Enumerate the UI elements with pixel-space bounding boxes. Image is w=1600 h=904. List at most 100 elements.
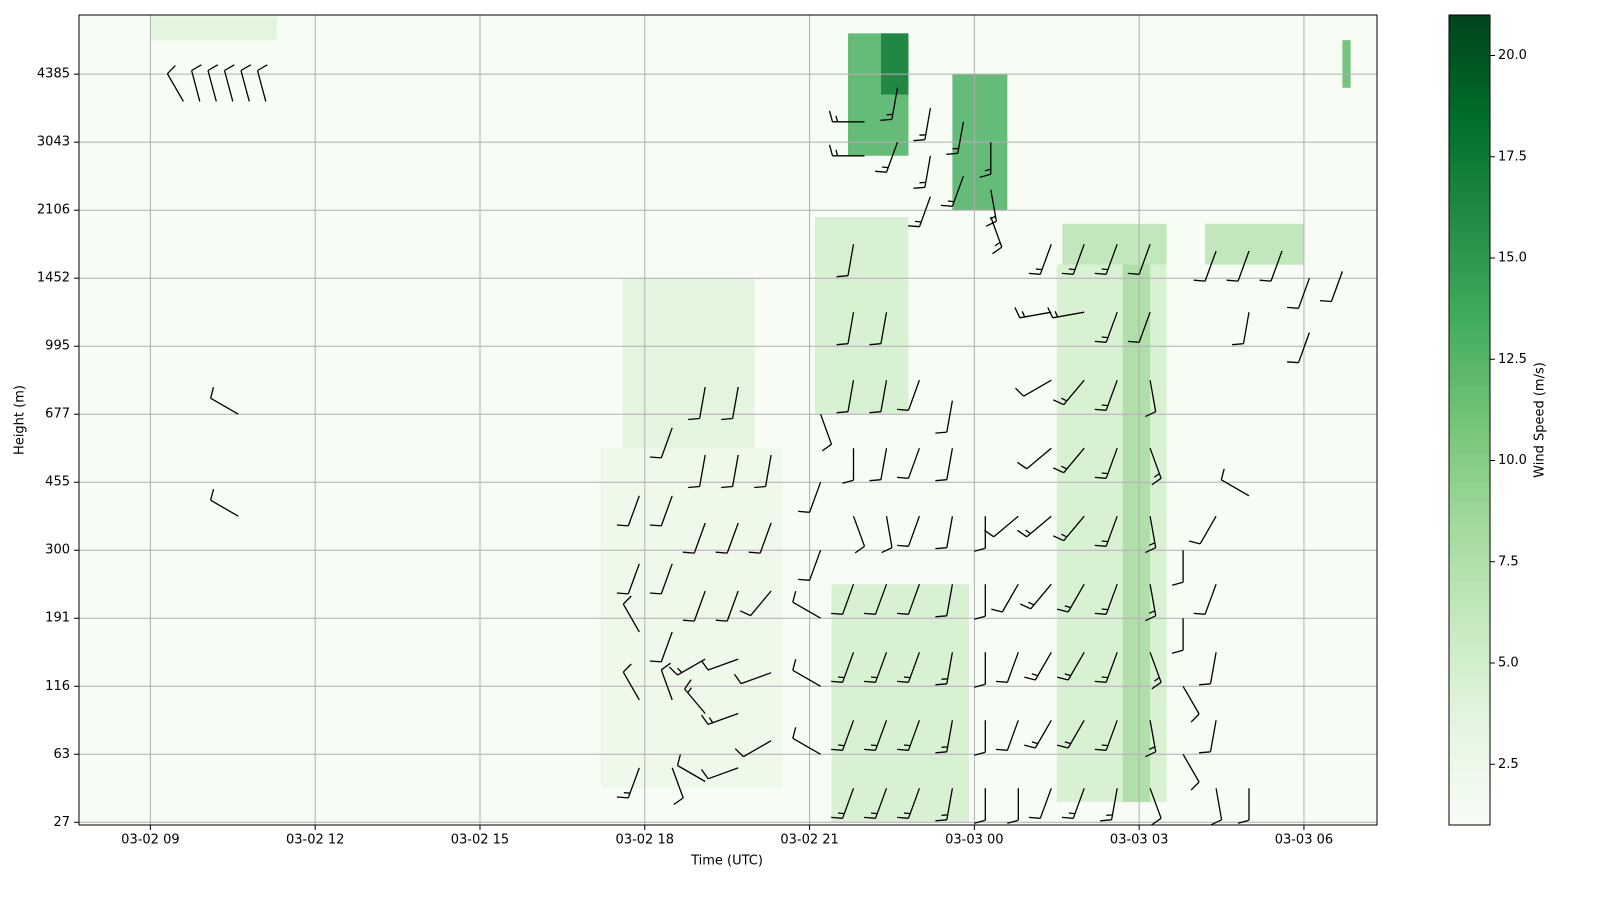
wind-barb xyxy=(668,658,706,676)
wind-barb xyxy=(1028,788,1052,819)
colorbar-step xyxy=(1449,501,1490,509)
wind-barb xyxy=(1220,468,1250,497)
heat-cell xyxy=(1122,264,1151,802)
wind-barb xyxy=(831,788,855,819)
wind-barb xyxy=(622,595,640,633)
x-tick-label: 03-02 21 xyxy=(780,833,838,848)
wind-barb xyxy=(1094,379,1118,411)
colorbar-step xyxy=(1449,352,1490,360)
colorbar-step xyxy=(1449,696,1490,704)
heat-cell xyxy=(1342,40,1351,88)
wind-barb xyxy=(721,386,739,421)
colorbar-step xyxy=(1449,602,1490,610)
colorbar-step xyxy=(1449,379,1490,387)
x-tick-label: 03-02 09 xyxy=(121,833,179,848)
wind-barb xyxy=(974,720,986,756)
colorbar-step xyxy=(1449,453,1490,461)
wind-barb xyxy=(739,590,772,617)
colorbar-tick-label: 12.5 xyxy=(1498,352,1527,367)
wind-barb xyxy=(1007,788,1019,824)
wind-barb xyxy=(1094,515,1118,547)
colorbar-step xyxy=(1449,757,1490,765)
colorbar-step xyxy=(1449,818,1490,826)
y-tick-label: 300 xyxy=(45,543,70,558)
colorbar-step xyxy=(1449,771,1490,779)
wind-barb xyxy=(616,767,640,799)
wind-barb xyxy=(223,64,235,102)
colorbar-step xyxy=(1449,305,1490,313)
wind-barb xyxy=(1024,651,1052,681)
colorbar-tick-label: 10.0 xyxy=(1498,453,1527,468)
colorbar-step xyxy=(1449,258,1490,266)
wind-barb xyxy=(869,312,888,346)
y-tick-label: 3043 xyxy=(37,135,70,150)
colorbar-step xyxy=(1449,784,1490,792)
wind-barb xyxy=(207,64,219,102)
wind-barb xyxy=(836,244,855,278)
colorbar-step xyxy=(1449,622,1490,630)
wind-barb xyxy=(1319,271,1344,303)
colorbar-step xyxy=(1449,582,1490,590)
colorbar-step xyxy=(1449,109,1490,117)
y-tick-label: 4385 xyxy=(37,67,70,82)
wind-barb xyxy=(1149,447,1162,486)
wind-barb xyxy=(974,788,986,824)
colorbar-step xyxy=(1449,588,1490,596)
colorbar-step xyxy=(1449,264,1490,272)
wind-barb xyxy=(935,448,954,482)
colorbar-step xyxy=(1449,177,1490,185)
wind-barb xyxy=(1057,719,1085,749)
colorbar-step xyxy=(1449,366,1490,374)
wind-barb xyxy=(935,516,954,550)
colorbar-step xyxy=(1449,28,1490,36)
wind-barb xyxy=(897,515,921,547)
wind-barb xyxy=(792,659,821,687)
wind-barb xyxy=(935,652,954,686)
y-tick-label: 63 xyxy=(53,747,70,762)
colorbar-step xyxy=(1449,717,1490,725)
colorbar-step xyxy=(1449,55,1490,63)
wind-barb xyxy=(721,454,739,489)
colorbar-step xyxy=(1449,629,1490,637)
wind-barb xyxy=(1057,583,1085,613)
y-tick-label: 2106 xyxy=(37,203,70,218)
colorbar-step xyxy=(1449,231,1490,239)
wind-barb xyxy=(209,387,239,415)
wind-barb xyxy=(1127,243,1151,275)
wind-barb xyxy=(1061,243,1085,275)
colorbar-tick-label: 17.5 xyxy=(1498,149,1527,164)
colorbar-step xyxy=(1449,798,1490,806)
colorbar-step xyxy=(1449,541,1490,549)
wind-barb xyxy=(700,658,739,671)
wind-barb xyxy=(1094,652,1118,683)
colorbar-label: Wind Speed (m/s) xyxy=(1533,362,1548,478)
colorbar-step xyxy=(1449,804,1490,812)
colorbar-step xyxy=(1449,345,1490,353)
wind-barb xyxy=(979,142,992,178)
wind-barb xyxy=(688,454,706,489)
colorbar-tick-label: 5.0 xyxy=(1498,656,1519,671)
wind-barb xyxy=(1211,788,1223,826)
colorbar-step xyxy=(1449,210,1490,218)
wind-barb xyxy=(1149,652,1162,690)
colorbar-step xyxy=(1449,467,1490,475)
wind-barb xyxy=(913,155,932,189)
wind-barb xyxy=(1199,720,1217,754)
wind-barb xyxy=(1094,720,1118,751)
wind-barb xyxy=(649,631,673,663)
wind-barb xyxy=(1149,788,1162,826)
wind-barb xyxy=(1094,243,1118,275)
wind-barb xyxy=(715,522,739,554)
heat-cell xyxy=(880,33,909,95)
wind-barb xyxy=(1017,447,1052,470)
colorbar-tick-label: 2.5 xyxy=(1498,757,1519,772)
wind-barb xyxy=(684,679,706,714)
colorbar-step xyxy=(1449,190,1490,198)
wind-barb xyxy=(869,380,888,414)
colorbar-step xyxy=(1449,150,1490,158)
wind-barb xyxy=(616,495,640,527)
wind-barb xyxy=(935,584,954,618)
wind-barb xyxy=(1145,380,1157,418)
wind-barb xyxy=(1014,307,1052,319)
